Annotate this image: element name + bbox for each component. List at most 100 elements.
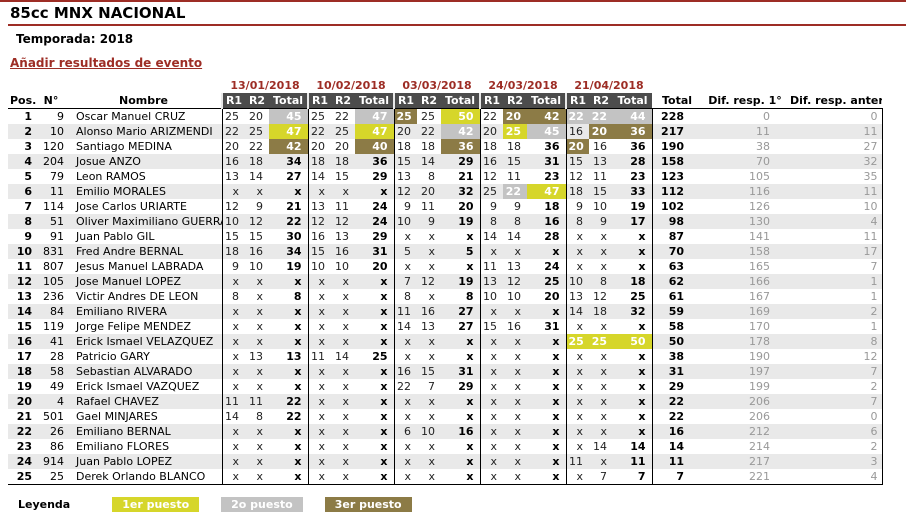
r2-score-cell: x xyxy=(256,320,264,333)
r2-score-cell: x xyxy=(600,410,608,423)
r1-score-cell: 25 xyxy=(565,334,590,349)
add-event-results-link[interactable]: Añadir resultados de evento xyxy=(10,56,203,70)
r2-score-cell: 7 xyxy=(428,380,436,393)
r1-score-cell: 9 xyxy=(221,259,246,274)
r2-score-cell: x xyxy=(342,425,350,438)
subheader-r1: R1 xyxy=(221,93,246,109)
rider-number-cell: 25 xyxy=(36,469,66,485)
legend-swatch-1: 1er puesto xyxy=(112,497,200,512)
r2-score-cell: 15 xyxy=(249,230,264,243)
event-total-cell: 8 xyxy=(293,290,302,303)
event-total-cell: x xyxy=(380,365,388,378)
r2-score-cell: x xyxy=(428,335,436,348)
event-total-cell: 25 xyxy=(372,350,388,363)
dif-prev-cell: 3 xyxy=(788,454,883,469)
event-date-header: 10/02/2018 xyxy=(308,77,395,93)
r1-score-cell: x xyxy=(307,469,332,485)
event-total-cell: x xyxy=(355,469,395,485)
event-total-cell: x xyxy=(294,455,302,468)
r2-score-cell: 9 xyxy=(428,215,436,228)
event-total-cell: 32 xyxy=(458,185,474,198)
event-total-cell: x xyxy=(466,350,474,363)
total-header: Total xyxy=(652,93,703,109)
r1-score-cell: 20 xyxy=(221,139,246,154)
r1-score-cell: 25 xyxy=(479,184,504,199)
event-total-cell: x xyxy=(466,260,474,273)
event-total-cell: x xyxy=(294,425,302,438)
table-row: 16 41 Erick Ismael VELAZQUEZ x x x x x x x x x x x x 25… xyxy=(8,334,883,349)
r2-score-cell: x xyxy=(256,275,264,288)
subheader-total: Total xyxy=(613,93,653,109)
event-total-cell: 36 xyxy=(630,140,646,153)
r1-score-cell: x xyxy=(479,244,504,259)
r1-score-cell: 18 xyxy=(307,154,332,169)
event-total-cell: x xyxy=(380,410,388,423)
r1-score-cell: 20 xyxy=(565,139,590,154)
r2-score-cell: 20 xyxy=(503,108,528,124)
event-total-cell: x xyxy=(294,305,302,318)
r1-score-cell: x xyxy=(565,424,590,439)
r1-score-cell: x xyxy=(307,319,332,334)
event-total-cell: x xyxy=(380,455,388,468)
r2-score-cell: x xyxy=(256,425,264,438)
event-total-cell: 25 xyxy=(630,290,646,303)
event-total-cell: 18 xyxy=(544,200,560,213)
r2-score-cell: 11 xyxy=(249,395,264,408)
r1-score-cell: x xyxy=(565,469,590,485)
position-cell: 7 xyxy=(24,200,32,213)
event-total-cell: x xyxy=(294,320,302,333)
r1-score-cell: 11 xyxy=(479,259,504,274)
event-total-cell: x xyxy=(294,335,302,348)
r1-score-cell: 16 xyxy=(307,229,332,244)
subheader-r2: R2 xyxy=(245,93,270,109)
dif-prev-header: Dif. resp. anterior xyxy=(788,93,883,109)
r2-score-cell: 13 xyxy=(335,230,350,243)
r2-score-cell: 12 xyxy=(335,215,350,228)
event-total-cell: x xyxy=(638,350,646,363)
rider-name-cell: Derek Orlando BLANCO xyxy=(66,469,223,485)
r2-score-cell: x xyxy=(514,380,522,393)
r2-score-cell: x xyxy=(428,260,436,273)
position-cell: 18 xyxy=(16,365,32,378)
rider-number-cell: 119 xyxy=(43,320,64,333)
event-total-cell: 31 xyxy=(458,365,474,378)
event-total-cell: 11 xyxy=(630,455,646,468)
r2-score-cell: 16 xyxy=(593,140,608,153)
event-total-cell: 27 xyxy=(458,305,474,318)
season-total-cell: 62 xyxy=(651,274,703,289)
event-total-cell: x xyxy=(380,305,388,318)
r1-score-cell: 25 xyxy=(393,108,418,124)
r2-score-cell: 15 xyxy=(335,170,350,183)
event-total-cell: x xyxy=(380,275,388,288)
season-total-cell: 158 xyxy=(651,154,703,169)
r2-score-cell: x xyxy=(514,410,522,423)
position-cell: 17 xyxy=(16,350,32,363)
r1-score-cell: x xyxy=(221,274,246,289)
r1-score-cell: x xyxy=(307,364,332,379)
event-total-cell: x xyxy=(380,320,388,333)
event-total-cell: 24 xyxy=(372,200,388,213)
event-total-cell: x xyxy=(441,469,481,485)
r1-score-cell: x xyxy=(221,439,246,454)
dif-prev-cell: 4 xyxy=(788,214,883,229)
event-total-cell: 36 xyxy=(372,155,388,168)
position-cell: 13 xyxy=(16,290,32,303)
rider-name-cell: Leon RAMOS xyxy=(76,170,146,183)
dif-first-cell: 206 xyxy=(749,410,771,423)
table-row: 22 26 Emiliano BERNAL x x x x x x 6 10 16 x x x x x x 16 21… xyxy=(8,424,883,439)
event-total-cell: x xyxy=(466,455,474,468)
r1-score-cell: x xyxy=(307,289,332,304)
event-total-cell: x xyxy=(552,365,560,378)
r2-score-cell: 8 xyxy=(514,215,522,228)
r2-score-cell: 13 xyxy=(421,320,436,333)
subheader-r1: R1 xyxy=(479,93,504,109)
season-total-cell: 29 xyxy=(651,379,703,394)
column-headers-row: Pos. N° Nombre R1 R2 Total R1 R2 Total R1 R2 Tot… xyxy=(8,93,883,109)
dif-prev-cell: 35 xyxy=(788,169,883,184)
event-date-header: 13/01/2018 xyxy=(222,77,309,93)
r2-score-cell: 25 xyxy=(421,110,436,123)
event-total-cell: 14 xyxy=(630,440,646,453)
event-total-cell: 16 xyxy=(458,425,474,438)
rider-number-cell: 41 xyxy=(50,335,64,348)
rider-number-cell: 114 xyxy=(43,200,64,213)
